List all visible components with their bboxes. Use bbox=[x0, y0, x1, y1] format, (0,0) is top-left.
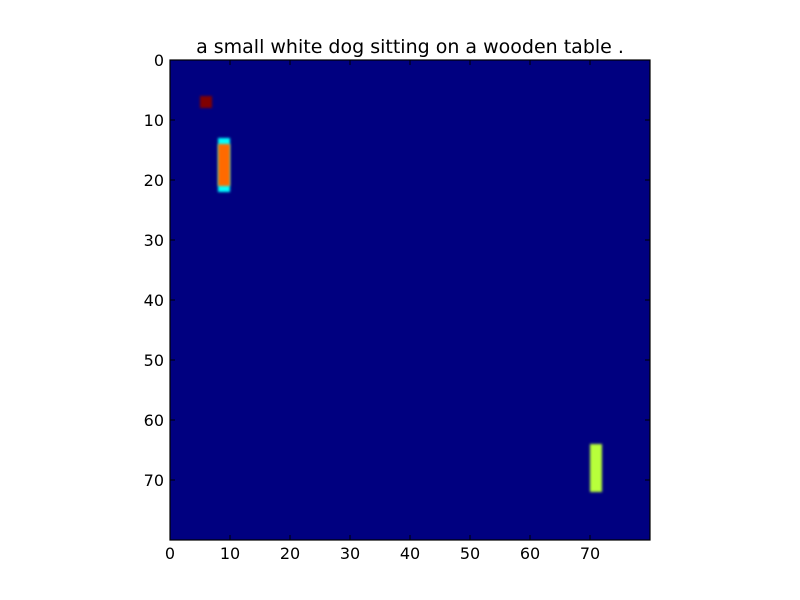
y-tick-label-10: 10 bbox=[144, 111, 164, 130]
y-tick-label-0: 0 bbox=[154, 51, 164, 70]
heatmap-cells bbox=[200, 96, 602, 492]
x-tick-label-10: 10 bbox=[220, 544, 240, 563]
x-tick-label-0: 0 bbox=[165, 544, 175, 563]
x-tick-label-50: 50 bbox=[460, 544, 480, 563]
x-tick-label-70: 70 bbox=[580, 544, 600, 563]
y-tick-label-70: 70 bbox=[144, 471, 164, 490]
y-tick-label-20: 20 bbox=[144, 171, 164, 190]
axis-ticks: 0 10 20 30 40 50 60 70 0 10 20 30 40 50 60 70 bbox=[144, 51, 650, 563]
heatmap-cell-2 bbox=[218, 144, 230, 186]
heatmap-cell-0 bbox=[200, 96, 212, 108]
y-tick-label-30: 30 bbox=[144, 231, 164, 250]
x-tick-label-20: 20 bbox=[280, 544, 300, 563]
y-tick-label-50: 50 bbox=[144, 351, 164, 370]
x-tick-label-40: 40 bbox=[400, 544, 420, 563]
heatmap-cell-3 bbox=[590, 444, 602, 492]
y-tick-label-60: 60 bbox=[144, 411, 164, 430]
chart-title: a small white dog sitting on a wooden ta… bbox=[196, 36, 624, 58]
x-tick-label-30: 30 bbox=[340, 544, 360, 563]
x-tick-label-60: 60 bbox=[520, 544, 540, 563]
plot-area bbox=[170, 60, 650, 540]
y-tick-label-40: 40 bbox=[144, 291, 164, 310]
